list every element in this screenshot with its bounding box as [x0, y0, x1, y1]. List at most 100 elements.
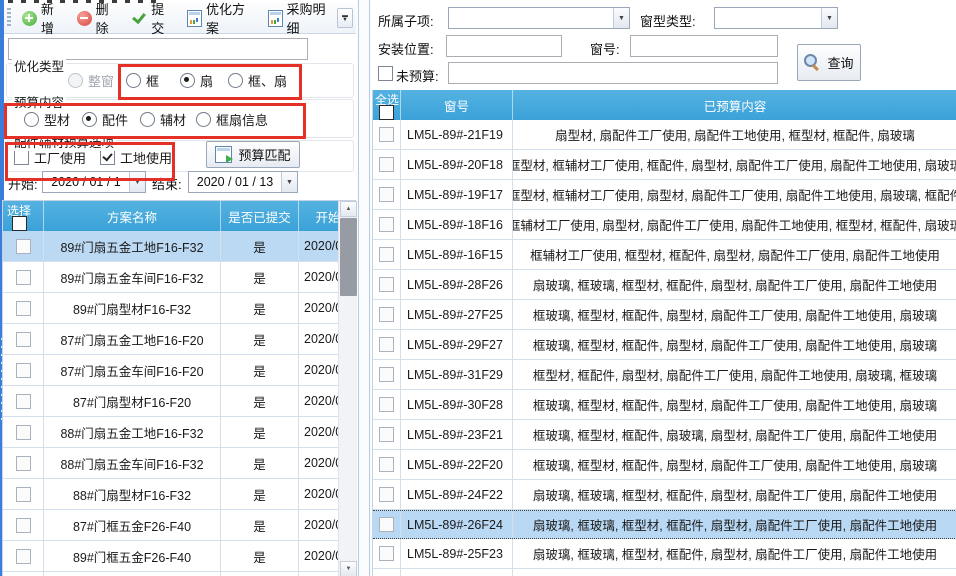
- row-checkbox[interactable]: [379, 277, 394, 292]
- row-checkbox[interactable]: [15, 362, 31, 378]
- row-checkbox[interactable]: [15, 486, 31, 502]
- row-checkbox[interactable]: [379, 487, 394, 502]
- select-all-checkbox[interactable]: [12, 216, 27, 231]
- row-select-cell: [3, 324, 44, 354]
- table-row[interactable]: LM5L-89#-30F28 框玻璃, 框型材, 框配件, 扇型材, 扇配件工厂…: [373, 390, 956, 420]
- table-row[interactable]: 89#门扇五金工地F16-F32 是 2020/0: [3, 231, 338, 262]
- row-checkbox[interactable]: [379, 337, 394, 352]
- radio-option[interactable]: 型材: [24, 110, 70, 129]
- radio-option[interactable]: 扇: [180, 71, 213, 90]
- name-column-header[interactable]: 方案名称: [44, 201, 221, 231]
- radio-option[interactable]: 框、扇: [228, 71, 287, 90]
- table-row[interactable]: LM5L-89#-23F21 框玻璃, 框型材, 框配件, 扇玻璃, 扇型材, …: [373, 420, 956, 450]
- checkbox-option[interactable]: 工厂使用: [14, 148, 86, 167]
- date-start-picker[interactable]: 2020 / 01 / 1 ▼: [42, 171, 146, 193]
- chevron-down-icon[interactable]: ▼: [129, 172, 145, 192]
- row-checkbox[interactable]: [15, 393, 31, 409]
- table-row[interactable]: LM5L-89#-22F20 框玻璃, 框型材, 框配件, 扇型材, 扇配件工厂…: [373, 450, 956, 480]
- table-row[interactable]: 87#门扇五金车间F16-F20 是 2020/0: [3, 355, 338, 386]
- scroll-up-icon[interactable]: ▲: [340, 201, 357, 217]
- table-row[interactable]: 88#门扇型材F16-F32 是 2020/0: [3, 479, 338, 510]
- table-row[interactable]: LM5L-89#-18F16 框辅材工厂使用, 扇型材, 扇配件工厂使用, 扇配…: [373, 210, 956, 240]
- window-type-select[interactable]: ▼: [714, 7, 838, 29]
- table-row[interactable]: LM5L-89#-21F19 扇型材, 扇配件工厂使用, 扇配件工地使用, 框型…: [373, 120, 956, 150]
- chevron-down-icon[interactable]: ▼: [821, 8, 837, 28]
- radio-option[interactable]: 框: [126, 71, 159, 90]
- row-checkbox[interactable]: [15, 424, 31, 440]
- table-row[interactable]: 87#门扇型材F16-F20 是 2020/0: [3, 386, 338, 417]
- add-button[interactable]: 新增: [17, 0, 72, 39]
- start-column-header[interactable]: 开始: [315, 210, 341, 225]
- row-checkbox[interactable]: [15, 548, 31, 564]
- table-row[interactable]: LM5L-89#-28F26 扇玻璃, 框玻璃, 框型材, 框配件, 扇型材, …: [373, 270, 956, 300]
- chevron-down-icon[interactable]: ▼: [613, 8, 629, 28]
- no-budget-input[interactable]: [448, 62, 778, 84]
- chevron-down-icon[interactable]: ▼: [281, 172, 297, 192]
- select-all-checkbox[interactable]: [379, 105, 394, 120]
- toolbar-overflow-button[interactable]: ▬ ▼: [337, 8, 353, 28]
- install-position-input[interactable]: [446, 35, 562, 57]
- table-row[interactable]: LM5L-89#-20F18 框型材, 框辅材工厂使用, 框配件, 扇型材, 扇…: [373, 150, 956, 180]
- plan-table-scrollbar[interactable]: ▲ ▼: [338, 201, 357, 576]
- row-checkbox[interactable]: [379, 127, 394, 142]
- sub-item-select[interactable]: ▼: [448, 7, 630, 29]
- plan-search-input[interactable]: [8, 38, 308, 60]
- row-checkbox[interactable]: [379, 397, 394, 412]
- row-checkbox[interactable]: [379, 157, 394, 172]
- window-no-input[interactable]: [630, 35, 778, 57]
- table-row[interactable]: 88#门框五金F21-F40 是 2020/0: [3, 572, 338, 576]
- table-row[interactable]: LM5L-89#-31F29 框型材, 框配件, 扇型材, 扇配件工厂使用, 扇…: [373, 360, 956, 390]
- row-checkbox[interactable]: [379, 187, 394, 202]
- table-row[interactable]: LM5L-89#-29F27 框玻璃, 框型材, 框配件, 扇型材, 扇配件工厂…: [373, 330, 956, 360]
- checkbox-option[interactable]: 工地使用: [100, 148, 172, 167]
- row-checkbox[interactable]: [15, 331, 31, 347]
- radio-option[interactable]: 辅材: [140, 110, 186, 129]
- row-checkbox[interactable]: [379, 247, 394, 262]
- row-checkbox[interactable]: [379, 367, 394, 382]
- row-checkbox[interactable]: [15, 238, 31, 254]
- table-row[interactable]: LM5L-89#-24F22 扇玻璃, 框玻璃, 框型材, 框配件, 扇型材, …: [373, 480, 956, 510]
- submit-button[interactable]: 提交: [126, 0, 182, 39]
- purchase-detail-button[interactable]: 采购明细 ▼: [263, 0, 356, 39]
- row-select-cell: [373, 511, 401, 538]
- table-row[interactable]: 89#门扇五金车间F16-F32 是 2020/0: [3, 262, 338, 293]
- table-row[interactable]: 87#门框五金F26-F40 是 2020/0: [3, 510, 338, 541]
- scroll-down-icon[interactable]: ▼: [340, 561, 357, 576]
- table-row[interactable]: 89#门框五金F26-F40 是 2020/0: [3, 541, 338, 572]
- toolbar-grip[interactable]: [7, 8, 11, 28]
- table-row[interactable]: LM5L-89#-26F24 扇玻璃, 框玻璃, 框型材, 框配件, 扇型材, …: [373, 510, 956, 539]
- submitted-column-header[interactable]: 是否已提交: [221, 201, 299, 231]
- row-checkbox[interactable]: [15, 455, 31, 471]
- row-checkbox[interactable]: [379, 517, 394, 532]
- table-row[interactable]: LM5L-89#-25F23 扇玻璃, 框玻璃, 框型材, 框配件, 扇型材, …: [373, 539, 956, 569]
- radio-option[interactable]: 框扇信息: [196, 110, 268, 129]
- row-checkbox[interactable]: [15, 517, 31, 533]
- table-row[interactable]: 87#门扇五金工地F16-F20 是 2020/0: [3, 324, 338, 355]
- row-checkbox[interactable]: [15, 269, 31, 285]
- panel-splitter[interactable]: [356, 0, 372, 576]
- window-no-column-header[interactable]: 窗号: [401, 90, 513, 120]
- row-checkbox[interactable]: [379, 457, 394, 472]
- scrollbar-thumb[interactable]: [340, 218, 357, 296]
- row-checkbox[interactable]: [379, 427, 394, 442]
- row-checkbox[interactable]: [379, 307, 394, 322]
- delete-button[interactable]: 删除: [72, 0, 127, 39]
- table-row[interactable]: LM5L-89#-27F25 框玻璃, 框型材, 框配件, 扇型材, 扇配件工厂…: [373, 300, 956, 330]
- date-end-picker[interactable]: 2020 / 01 / 13 ▼: [188, 171, 298, 193]
- table-row[interactable]: 88#门扇五金车间F16-F32 是 2020/0: [3, 448, 338, 479]
- row-checkbox[interactable]: [379, 217, 394, 232]
- content-column-header[interactable]: 已预算内容: [703, 99, 767, 114]
- radio-option[interactable]: 配件: [82, 110, 128, 129]
- table-row[interactable]: 89#门扇型材F16-F32 是 2020/0: [3, 293, 338, 324]
- table-row[interactable]: LM5L-89#-19F17 框型材, 框辅材工厂使用, 扇型材, 扇配件工厂使…: [373, 180, 956, 210]
- table-row[interactable]: 88#门扇五金工地F16-F32 是 2020/0: [3, 417, 338, 448]
- start-date-cell: 2020/0: [304, 332, 338, 346]
- budget-match-button[interactable]: 预算匹配: [206, 141, 300, 168]
- row-checkbox[interactable]: [379, 546, 394, 561]
- table-row[interactable]: LM5L-89#-16F15 框辅材工厂使用, 框型材, 框配件, 扇型材, 扇…: [373, 240, 956, 270]
- no-budget-checkbox[interactable]: [378, 66, 393, 81]
- row-checkbox[interactable]: [15, 300, 31, 316]
- query-button[interactable]: 查询: [797, 44, 861, 81]
- optimize-plan-button[interactable]: 优化方案: [182, 0, 263, 39]
- optimize-type-label: 优化类型: [12, 56, 67, 75]
